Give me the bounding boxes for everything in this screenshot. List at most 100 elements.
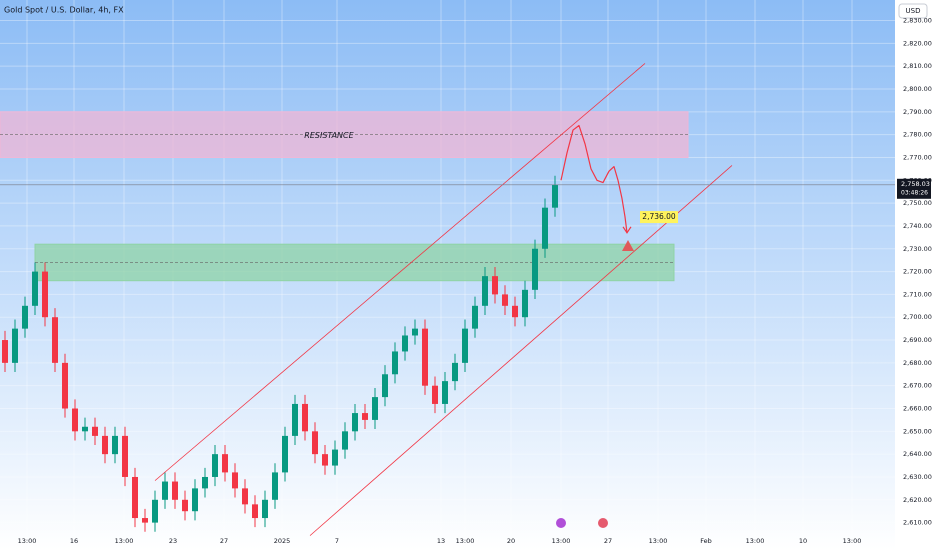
candle-body: [432, 385, 438, 404]
candle-body: [362, 413, 368, 420]
channel-line: [309, 165, 733, 536]
candle-body: [82, 426, 88, 432]
event-icon[interactable]: [598, 518, 608, 528]
candle-body: [412, 328, 418, 336]
x-tick-label: 27: [220, 537, 228, 545]
x-tick-label: 2025: [274, 537, 291, 545]
candle-body: [42, 271, 48, 318]
target-label-bg: [640, 211, 678, 224]
x-tick-label: 20: [507, 537, 515, 545]
target-label: 2,736.00: [642, 212, 676, 221]
y-tick-label: 2,790.00: [903, 108, 932, 116]
candle-body: [322, 454, 328, 466]
y-tick-label: 2,820.00: [903, 39, 932, 47]
y-tick-label: 2,620.00: [903, 496, 932, 504]
candle-body: [552, 184, 558, 208]
candle-body: [182, 499, 188, 512]
candle-body: [492, 276, 498, 295]
candle-body: [202, 476, 208, 489]
y-tick-label: 2,800.00: [903, 85, 932, 93]
candle-body: [342, 431, 348, 450]
candle-body: [162, 481, 168, 500]
y-tick-label: 2,730.00: [903, 245, 932, 253]
y-tick-label: 2,710.00: [903, 290, 932, 298]
x-tick-label: 16: [70, 537, 78, 545]
y-tick-label: 2,780.00: [903, 131, 932, 139]
candle-body: [282, 435, 288, 473]
candle-body: [112, 435, 118, 455]
last-price-tag: [897, 178, 931, 199]
candle-body: [102, 435, 108, 455]
y-tick-label: 2,650.00: [903, 427, 932, 435]
x-tick-label: 13:00: [746, 537, 765, 545]
candle-body: [32, 271, 38, 306]
chart-title: Gold Spot / U.S. Dollar, 4h, FX: [4, 6, 124, 15]
price-axis-background: [895, 0, 932, 550]
candle-body: [472, 305, 478, 329]
x-tick-label: 13:00: [456, 537, 475, 545]
candle-body: [72, 408, 78, 432]
x-tick-label: 10: [799, 537, 807, 545]
candle-body: [242, 488, 248, 505]
candle-body: [382, 374, 388, 398]
x-tick-label: 13:00: [552, 537, 571, 545]
candle-body: [352, 413, 358, 432]
x-tick-label: 13: [437, 537, 445, 545]
currency-button[interactable]: [898, 3, 928, 19]
candle-body: [132, 476, 138, 519]
candle-body: [2, 340, 8, 363]
channel-line: [154, 63, 646, 481]
candle-body: [512, 305, 518, 318]
candle-body: [122, 435, 128, 477]
y-tick-label: 2,670.00: [903, 382, 932, 390]
event-icon[interactable]: [556, 518, 566, 528]
candle-body: [172, 481, 178, 500]
candle-body: [442, 381, 448, 404]
candle-body: [372, 397, 378, 420]
event-icons: [556, 518, 608, 528]
candle-body: [142, 518, 148, 523]
candle-body: [422, 328, 428, 386]
candle-body: [62, 362, 68, 409]
last-price-label: 2,758.03: [901, 180, 930, 188]
candle-body: [482, 276, 488, 306]
x-tick-label: 13:00: [115, 537, 134, 545]
candle-body: [302, 403, 308, 432]
candle-body: [502, 294, 508, 306]
candle-body: [392, 351, 398, 375]
candle-body: [542, 207, 548, 249]
y-tick-label: 2,630.00: [903, 473, 932, 481]
candle-body: [252, 504, 258, 519]
x-tick-label: 23: [169, 537, 177, 545]
candle-body: [312, 431, 318, 455]
countdown-label: 03:48:26: [901, 189, 928, 196]
y-tick-label: 2,700.00: [903, 313, 932, 321]
y-tick-label: 2,750.00: [903, 199, 932, 207]
candle-body: [402, 335, 408, 352]
candle-body: [532, 248, 538, 290]
candle-body: [232, 472, 238, 489]
candle-body: [12, 328, 18, 363]
x-tick-label: 13:00: [18, 537, 37, 545]
y-tick-label: 2,830.00: [903, 17, 932, 25]
candle-body: [332, 449, 338, 466]
y-tick-label: 2,810.00: [903, 62, 932, 70]
x-tick-label: 27: [604, 537, 612, 545]
zone-label: RESISTANCE: [304, 131, 354, 140]
x-tick-label: 13:00: [649, 537, 668, 545]
projection-arrowhead: [622, 226, 632, 234]
candle-body: [192, 488, 198, 512]
y-tick-label: 2,660.00: [903, 405, 932, 413]
candle-body: [52, 317, 58, 363]
y-tick-label: 2,680.00: [903, 359, 932, 367]
candle-body: [522, 289, 528, 318]
projection-path: [560, 124, 628, 233]
y-tick-label: 2,720.00: [903, 268, 932, 276]
candle-body: [22, 305, 28, 329]
candle-body: [452, 362, 458, 382]
y-tick-label: 2,740.00: [903, 222, 932, 230]
candle-body: [212, 454, 218, 477]
candle-body: [92, 426, 98, 436]
x-tick-label: 7: [335, 537, 339, 545]
